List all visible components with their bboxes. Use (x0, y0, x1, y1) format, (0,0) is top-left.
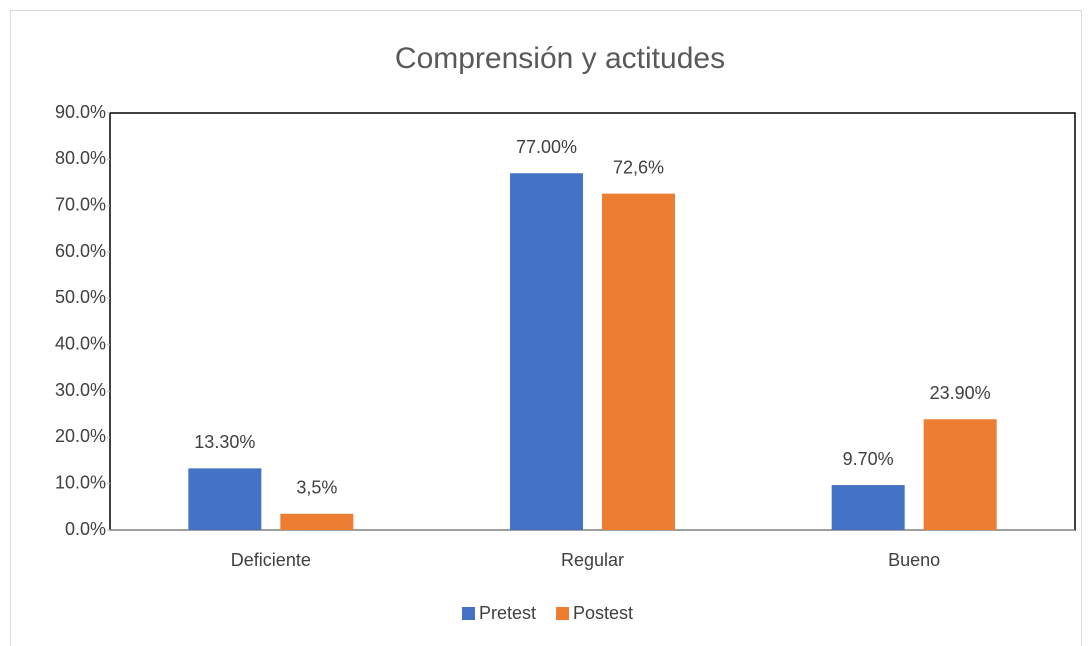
data-label: 77.00% (516, 137, 577, 157)
legend-swatch (462, 607, 475, 620)
y-tick-label: 50.0% (55, 287, 106, 307)
bar (510, 173, 583, 530)
data-label: 13.30% (194, 432, 255, 452)
bar (188, 468, 262, 530)
y-tick-label: 80.0% (55, 148, 106, 168)
chart-title: Comprensión y actitudes (395, 42, 725, 75)
y-tick-label: 40.0% (55, 333, 106, 353)
y-tick-label: 70.0% (55, 194, 106, 214)
bar (831, 485, 905, 530)
data-label: 23.90% (930, 383, 991, 403)
y-tick-label: 0.0% (65, 519, 106, 539)
legend-swatch (556, 607, 570, 620)
x-tick-label: Bueno (888, 550, 940, 570)
data-label: 3,5% (296, 478, 337, 498)
legend-label: Pretest (479, 603, 536, 623)
y-tick-label: 60.0% (55, 241, 106, 261)
x-tick-label: Deficiente (231, 550, 311, 570)
y-tick-label: 20.0% (55, 426, 106, 446)
x-tick-label: Regular (561, 550, 624, 570)
bar (280, 513, 354, 530)
y-tick-label: 90.0% (55, 102, 106, 122)
legend-label: Postest (573, 603, 633, 623)
y-tick-label: 30.0% (55, 380, 106, 400)
bar (602, 193, 675, 530)
bar (923, 419, 997, 530)
y-tick-label: 10.0% (55, 472, 106, 492)
data-label: 9.70% (843, 449, 894, 469)
data-label: 72,6% (613, 157, 664, 177)
